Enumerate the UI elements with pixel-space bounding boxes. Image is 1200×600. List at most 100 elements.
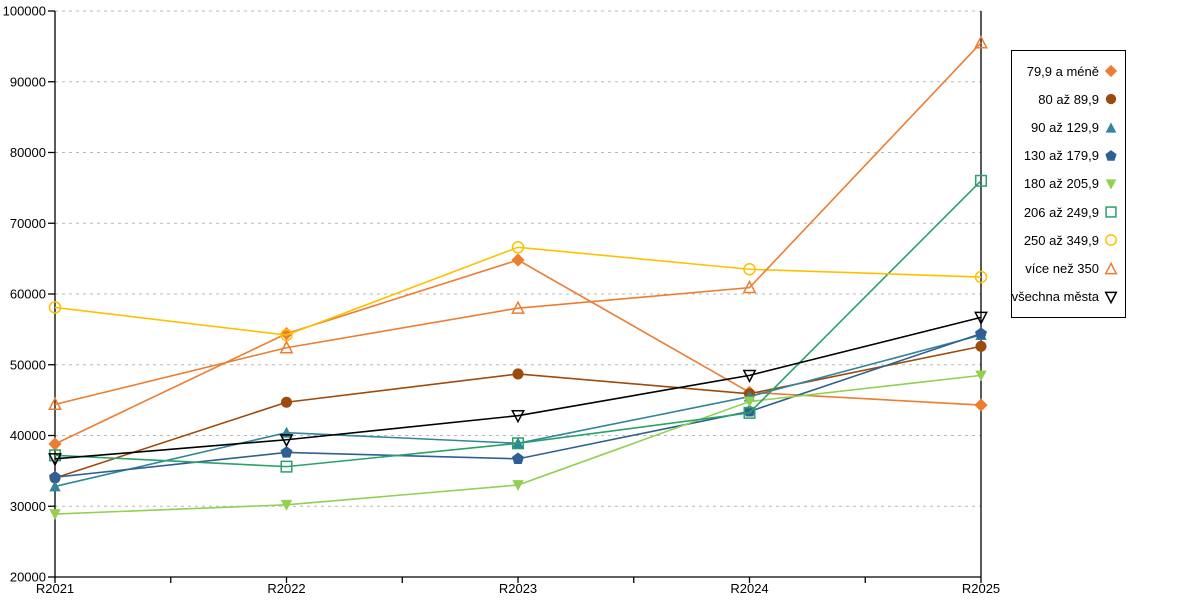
data-point-triangle-up-open <box>48 396 62 411</box>
legend-marker-triangle-up-filled-icon <box>1105 121 1117 133</box>
legend-item-130-a-179-9: 130 až 179,9 <box>1012 149 1125 163</box>
series-line <box>54 42 982 406</box>
legend-label: 80 až 89,9 <box>1038 91 1099 107</box>
series-206-a-249-9 <box>48 174 988 473</box>
data-point-circle-open <box>743 262 756 276</box>
series-v-echna-m-sta <box>48 311 988 467</box>
legend-label: více než 350 <box>1025 261 1099 277</box>
x-tick-label: R2025 <box>962 581 1000 596</box>
series-line <box>54 246 982 336</box>
data-point-pentagon-filled <box>1105 149 1117 161</box>
legend-item-v-echna-m-sta: všechna města <box>1012 290 1125 304</box>
data-point-triangle-down-filled <box>743 396 756 408</box>
y-tick-label: 30000 <box>10 499 46 514</box>
legend-item-v-ce-ne-350: více než 350 <box>1012 261 1125 277</box>
data-point-triangle-up-open <box>742 280 757 294</box>
data-point-triangle-down-open <box>511 410 525 424</box>
legend-marker-square-open-icon <box>1105 206 1117 218</box>
series-v-ce-ne-350 <box>48 35 988 411</box>
data-point-triangle-up-open <box>511 300 525 314</box>
data-point-triangle-down-filled <box>975 370 987 382</box>
data-point-triangle-down-filled <box>512 480 524 492</box>
x-tick-label: R2021 <box>36 581 74 596</box>
legend-label: všechna města <box>1011 289 1099 305</box>
y-tick-label: 40000 <box>10 428 46 443</box>
data-point-triangle-down-open <box>742 369 757 383</box>
series-180-a-205-9 <box>49 370 987 521</box>
data-point-triangle-down-filled <box>280 499 293 511</box>
data-point-circle-open <box>974 270 988 284</box>
legend-marker-pentagon-filled-icon <box>1105 149 1117 161</box>
legend-item-180-a-205-9: 180 až 205,9 <box>1012 177 1125 191</box>
y-tick-label: 70000 <box>10 216 46 231</box>
legend-item-80-a-89-9: 80 až 89,9 <box>1012 92 1125 106</box>
data-point-triangle-down-open <box>1104 291 1118 304</box>
data-point-pentagon-filled <box>280 446 293 458</box>
y-tick-label: 90000 <box>10 74 46 89</box>
legend-marker-triangle-down-open-icon <box>1104 291 1118 304</box>
legend-label: 180 až 205,9 <box>1023 176 1099 192</box>
legend-marker-triangle-down-filled-icon <box>1105 179 1117 190</box>
y-tick-labels: 20000 30000 40000 50000 60000 70000 80000 90000… <box>3 4 46 585</box>
data-point-diamond-filled <box>48 437 62 451</box>
data-point-triangle-down-open <box>974 311 988 325</box>
data-point-triangle-up-open <box>1104 261 1118 274</box>
data-point-triangle-up-open <box>974 35 988 49</box>
axes <box>48 10 982 583</box>
data-point-square-open <box>743 406 756 419</box>
data-point-square-open <box>974 174 988 187</box>
legend-marker-circle-filled-icon <box>1105 94 1117 105</box>
data-point-triangle-down-filled <box>1105 179 1117 190</box>
data-point-circle-open <box>511 241 525 254</box>
series-line <box>54 316 982 460</box>
data-point-pentagon-filled <box>49 470 61 483</box>
y-tick-label: 50000 <box>10 357 46 372</box>
legend-label: 79,9 a méně <box>1026 63 1099 79</box>
data-point-triangle-down-open <box>48 453 62 467</box>
series-79-9-a-m-n <box>48 253 988 451</box>
y-tick-label: 20000 <box>10 570 46 585</box>
x-tick-labels: R2021 R2022 R2023 R2024 R2025 <box>36 581 1000 596</box>
legend-item-79-9-a-m-n: 79,9 a méně <box>1012 64 1125 78</box>
data-point-pentagon-filled <box>512 452 524 464</box>
legend-marker-diamond-filled-icon <box>1104 64 1118 78</box>
data-point-diamond-filled <box>974 398 988 412</box>
legend-label: 206 až 249,9 <box>1023 204 1099 220</box>
series-lines <box>48 35 988 521</box>
data-point-diamond-filled <box>511 253 525 267</box>
legend-marker-circle-open-icon <box>1105 234 1117 247</box>
legend-item-250-a-349-9: 250 až 349,9 <box>1012 233 1125 247</box>
data-point-circle-filled <box>1105 94 1117 105</box>
data-point-circle-open <box>48 301 62 314</box>
data-point-circle-filled <box>975 340 987 352</box>
legend-marker-triangle-up-open-icon <box>1104 261 1118 274</box>
x-tick-label: R2023 <box>499 581 537 596</box>
y-tick-label: 60000 <box>10 287 46 302</box>
data-point-triangle-up-open <box>279 340 294 354</box>
y-gridlines <box>55 10 981 507</box>
data-point-diamond-filled <box>1104 64 1118 78</box>
x-tick-label: R2022 <box>267 581 305 596</box>
data-point-triangle-up-filled <box>49 480 61 492</box>
y-tick-label: 80000 <box>10 145 46 160</box>
legend-item-90-a-129-9: 90 až 129,9 <box>1012 121 1125 135</box>
data-point-circle-filled <box>512 368 524 380</box>
data-point-circle-filled <box>280 396 293 408</box>
data-point-square-open <box>280 460 293 473</box>
data-point-circle-open <box>1105 234 1117 247</box>
legend-label: 90 až 129,9 <box>1031 120 1099 136</box>
legend-label: 130 až 179,9 <box>1023 148 1099 164</box>
series-line <box>54 180 982 468</box>
data-point-triangle-down-open <box>279 434 294 448</box>
data-point-triangle-down-filled <box>49 509 61 521</box>
x-tick-label: R2024 <box>730 581 768 596</box>
data-point-pentagon-filled <box>975 327 987 339</box>
data-point-triangle-up-filled <box>1105 121 1117 133</box>
data-point-square-open <box>1105 206 1117 218</box>
legend: 79,9 a méně 80 až 89,9 90 až 129,9 130 až 1… <box>1011 50 1126 318</box>
legend-item-206-a-249-9: 206 až 249,9 <box>1012 205 1125 219</box>
data-point-square-open <box>511 437 525 450</box>
legend-label: 250 až 349,9 <box>1023 232 1099 248</box>
